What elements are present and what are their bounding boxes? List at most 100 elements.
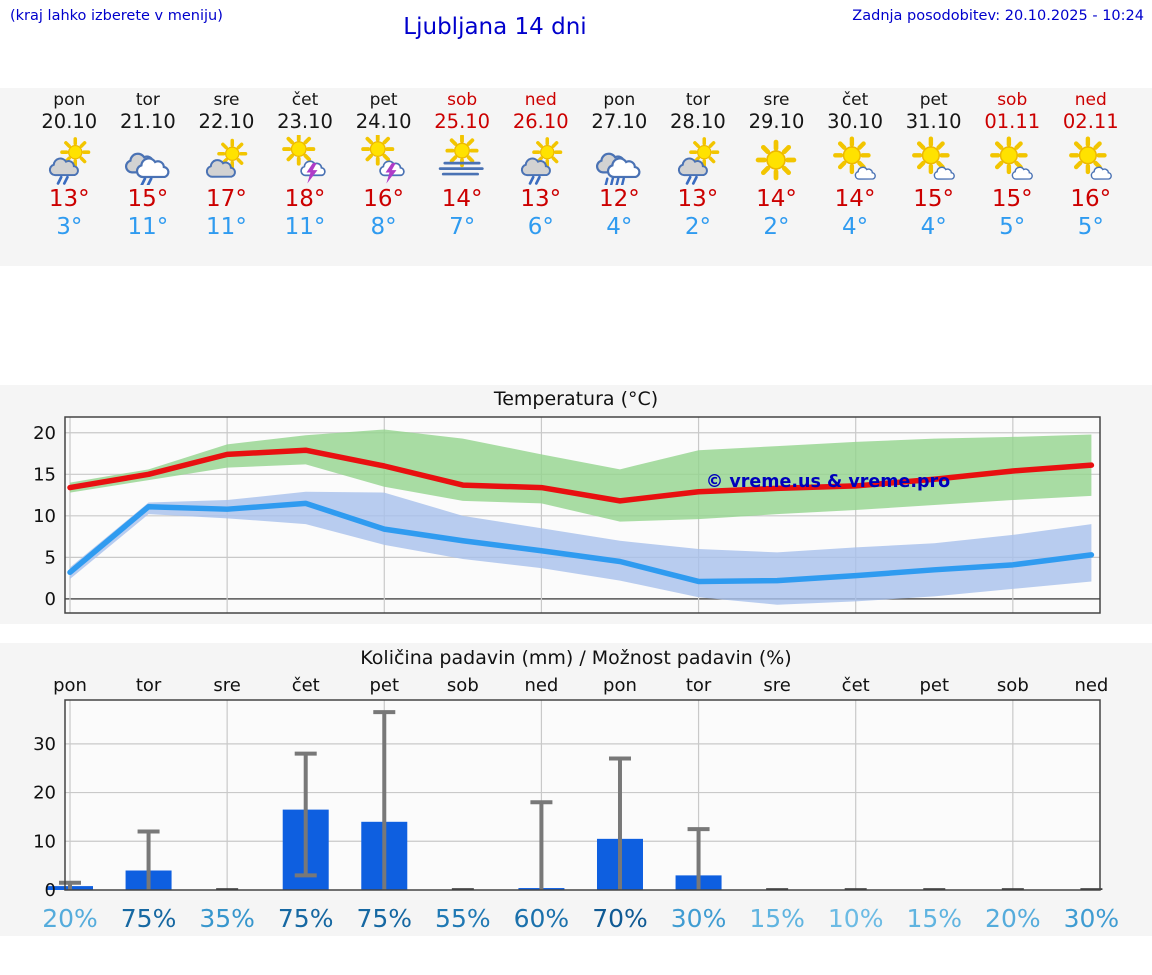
day-high-temp: 15°: [913, 185, 955, 212]
svg-text:75%: 75%: [356, 904, 412, 933]
day-high-temp: 16°: [363, 185, 404, 212]
sun-storm-icon: [280, 135, 330, 185]
forecast-day-column: pet 31.10 15° 4°: [894, 88, 973, 266]
day-date-label: 22.10: [198, 109, 255, 133]
svg-text:75%: 75%: [278, 904, 334, 933]
forecast-day-column: sre 29.10 14° 2°: [737, 88, 816, 266]
day-date-label: 01.11: [984, 109, 1041, 133]
precip-y-axis-labels: 0 10 20 30: [33, 734, 56, 901]
day-low-temp: 7°: [449, 213, 476, 240]
svg-text:čet: čet: [842, 675, 870, 696]
day-low-temp: 4°: [842, 213, 869, 240]
day-high-temp: 13°: [677, 185, 719, 212]
forecast-day-column: sob 25.10 14° 7°: [423, 88, 502, 266]
forecast-day-column: pet 24.10 16° 8°: [344, 88, 423, 266]
forecast-day-column: čet 30.10 14° 4°: [816, 88, 895, 266]
day-low-temp: 4°: [920, 213, 947, 240]
day-name-label: sre: [763, 90, 790, 110]
day-high-temp: 14°: [441, 185, 483, 212]
precip-day-labels: pon tor sre čet pet sob ned pon tor sre čet pet sob n…: [53, 675, 1108, 696]
svg-text:20: 20: [33, 783, 56, 804]
day-low-temp: 4°: [606, 213, 633, 240]
forecast-day-column: sob 01.11 15° 5°: [973, 88, 1052, 266]
day-name-label: tor: [135, 90, 160, 110]
day-date-label: 23.10: [277, 109, 333, 133]
day-date-label: 20.10: [41, 109, 98, 133]
day-name-label: čet: [841, 90, 869, 110]
day-date-label: 25.10: [434, 109, 491, 133]
day-low-temp: 11°: [127, 213, 169, 240]
forecast-day-column: ned 02.11 16° 5°: [1052, 88, 1131, 266]
day-name-label: pet: [919, 90, 948, 110]
temp-y-axis-labels: 0 5 10 15 20: [33, 423, 56, 610]
svg-text:15%: 15%: [906, 904, 962, 933]
sunny-icon: [751, 135, 801, 185]
day-name-label: ned: [1074, 90, 1107, 110]
svg-text:30: 30: [33, 734, 56, 755]
svg-text:20: 20: [33, 423, 56, 444]
day-high-temp: 15°: [991, 185, 1033, 212]
svg-text:15: 15: [33, 464, 56, 485]
day-high-temp: 14°: [834, 185, 876, 212]
svg-text:pet: pet: [369, 675, 399, 696]
svg-text:20%: 20%: [985, 904, 1041, 933]
clouds-heavy-rain-icon: [594, 135, 644, 185]
svg-text:pet: pet: [919, 675, 949, 696]
sun-fog-icon: [437, 135, 487, 185]
svg-text:pon: pon: [53, 675, 87, 696]
svg-text:30%: 30%: [671, 904, 727, 933]
day-name-label: ned: [524, 90, 557, 110]
day-name-label: tor: [685, 90, 710, 110]
svg-text:60%: 60%: [514, 904, 570, 933]
day-low-temp: 5°: [999, 213, 1026, 240]
svg-text:30%: 30%: [1064, 904, 1120, 933]
svg-text:75%: 75%: [121, 904, 177, 933]
precipitation-chart-title: Količina padavin (mm) / Možnost padavin …: [360, 647, 792, 669]
day-name-label: pon: [53, 90, 86, 110]
svg-text:55%: 55%: [435, 904, 491, 933]
day-low-temp: 11°: [206, 213, 247, 240]
day-low-temp: 6°: [527, 213, 554, 240]
day-high-temp: 17°: [206, 185, 247, 212]
sun-small-cloud-icon: [1066, 135, 1116, 185]
menu-hint-text: (kraj lahko izberete v meniju): [10, 8, 223, 24]
sun-small-cloud-icon: [830, 135, 880, 185]
day-name-label: pon: [603, 90, 636, 110]
svg-text:sre: sre: [213, 675, 240, 696]
svg-text:ned: ned: [1074, 675, 1108, 696]
day-date-label: 02.11: [1062, 109, 1119, 133]
svg-text:10: 10: [33, 506, 56, 527]
svg-text:čet: čet: [292, 675, 320, 696]
forecast-strip: pon 20.10 13° 3° tor 21.10 15° 11° sre 22.10 17° 11…: [0, 88, 1152, 266]
day-date-label: 24.10: [355, 109, 412, 133]
precipitation-chart: pon tor sre čet pet sob ned pon tor sre čet pet sob n…: [33, 675, 1120, 933]
day-date-label: 28.10: [670, 109, 726, 133]
last-updated-text: Zadnja posodobitev: 20.10.2025 - 10:24: [852, 8, 1144, 24]
svg-text:20%: 20%: [42, 904, 98, 933]
forecast-day-column: tor 28.10 13° 2°: [659, 88, 738, 266]
forecast-day-column: tor 21.10 15° 11°: [109, 88, 188, 266]
svg-text:0: 0: [45, 589, 56, 610]
precip-whiskers: [59, 710, 710, 890]
svg-text:70%: 70%: [592, 904, 648, 933]
svg-text:pon: pon: [603, 675, 637, 696]
day-date-label: 31.10: [905, 109, 962, 133]
sun-small-cloud-icon: [987, 135, 1037, 185]
svg-text:tor: tor: [136, 675, 162, 696]
day-high-temp: 18°: [284, 185, 326, 212]
forecast-day-column: pon 27.10 12° 4°: [580, 88, 659, 266]
svg-text:15%: 15%: [749, 904, 805, 933]
watermark-text: © vreme.us & vreme.pro: [706, 472, 950, 492]
day-date-label: 30.10: [827, 109, 883, 133]
temperature-chart-title: Temperatura (°C): [493, 388, 659, 410]
sun-cloud-rain-icon: [673, 135, 723, 185]
day-date-label: 29.10: [748, 109, 805, 133]
forecast-day-column: pon 20.10 13° 3°: [30, 88, 109, 266]
svg-text:35%: 35%: [199, 904, 255, 933]
forecast-day-column: ned 26.10 13° 6°: [501, 88, 580, 266]
day-date-label: 21.10: [119, 109, 176, 133]
day-date-label: 27.10: [591, 109, 648, 133]
day-name-label: pet: [369, 90, 398, 110]
day-name-label: sre: [213, 90, 240, 110]
day-high-temp: 15°: [127, 185, 169, 212]
